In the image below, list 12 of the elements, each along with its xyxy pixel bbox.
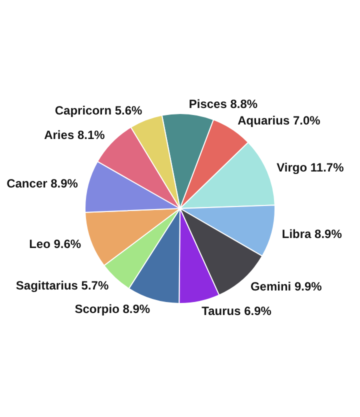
slice-label: Libra 8.9% (282, 226, 342, 241)
slice-label: Pisces 8.8% (188, 96, 258, 111)
slice-label: Scorpio 8.9% (74, 302, 150, 316)
slice-label: Sagittarius 5.7% (16, 278, 109, 293)
slice-label: Gemini 9.9% (250, 279, 322, 294)
slice-label: Aquarius 7.0% (238, 114, 321, 128)
slice-label: Aries 8.1% (44, 128, 106, 142)
slice-label: Leo 9.6% (29, 236, 82, 251)
slice-label: Taurus 6.9% (202, 304, 272, 318)
slice-label: Cancer 8.9% (6, 176, 78, 191)
slice-label: Capricorn 5.6% (54, 104, 143, 118)
slice-label: Virgo 11.7% (276, 160, 344, 174)
